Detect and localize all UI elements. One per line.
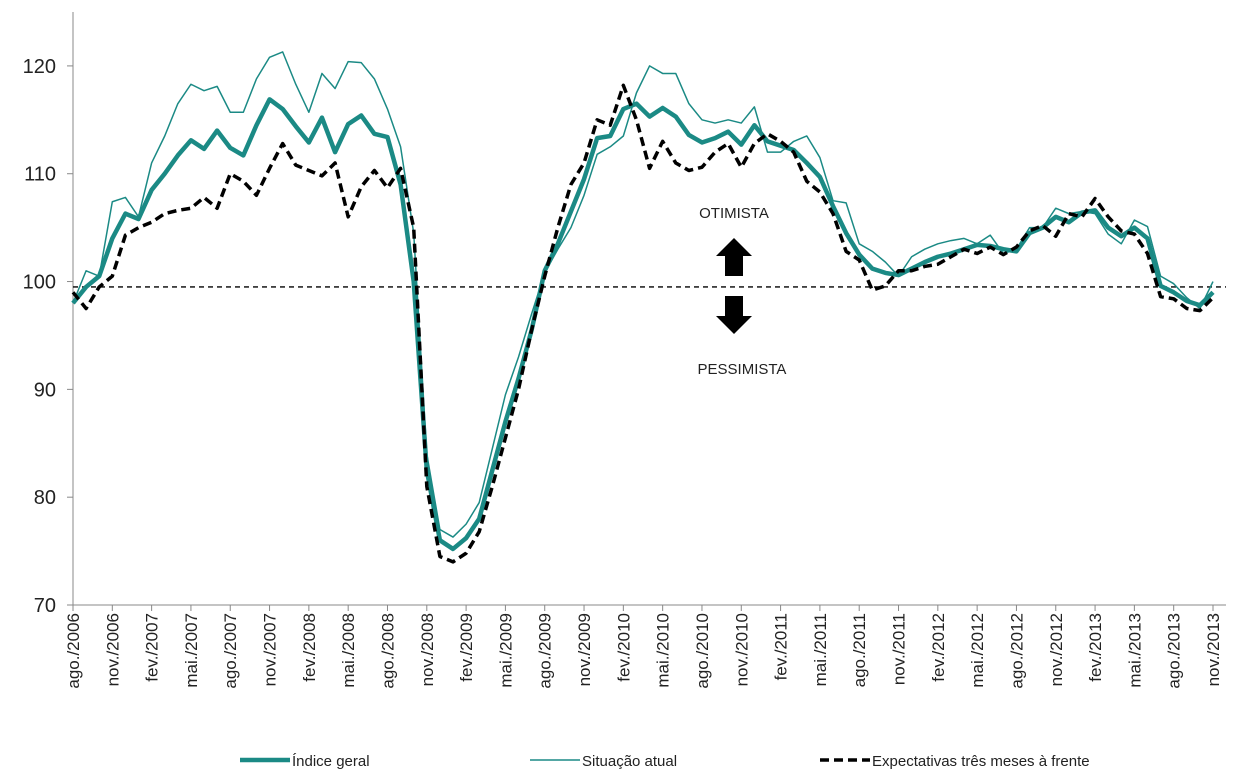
x-tick-label: mai./2009 (496, 613, 515, 688)
arrow-down (716, 296, 752, 334)
arrow-up (716, 238, 752, 276)
series-line (72, 51, 1214, 538)
x-tick-label: ago./2006 (64, 613, 83, 689)
y-tick-label: 110 (24, 164, 56, 186)
annotation: OTIMISTA (699, 205, 769, 222)
x-tick-label: fev./2007 (143, 613, 162, 682)
x-tick-label: nov./2013 (1204, 613, 1223, 686)
x-tick-label: fev./2013 (1086, 613, 1105, 682)
x-tick-label: nov./2012 (1047, 613, 1066, 686)
x-tick-label: mai./2013 (1125, 613, 1144, 688)
x-tick-label: fev./2009 (457, 613, 476, 682)
y-tick-label: 100 (23, 272, 56, 294)
x-tick-label: nov./2007 (261, 613, 280, 686)
x-tick-label: fev./2012 (929, 613, 948, 682)
y-tick-label: 70 (34, 595, 56, 617)
x-tick-label: ago./2012 (1007, 613, 1026, 689)
x-tick-label: ago./2013 (1165, 613, 1184, 689)
y-tick-label: 120 (23, 56, 56, 78)
x-tick-label: mai./2012 (968, 613, 987, 688)
x-tick-label: nov./2009 (575, 613, 594, 686)
legend-label: Expectativas três meses à frente (872, 753, 1090, 770)
x-tick-label: fev./2008 (300, 613, 319, 682)
x-tick-label: ago./2010 (693, 613, 712, 689)
x-tick-label: ago./2011 (850, 613, 869, 687)
x-tick-label: fev./2010 (614, 613, 633, 682)
x-tick-label: nov./2010 (732, 613, 751, 686)
legend-label: Índice geral (292, 753, 370, 770)
x-tick-label: nov./2011 (890, 613, 909, 685)
series-line (71, 97, 1215, 552)
x-tick-label: ago./2007 (221, 613, 240, 689)
legend-label: Situação atual (582, 753, 677, 770)
series-line (71, 83, 1215, 564)
x-tick-label: mai./2011 (811, 613, 830, 686)
x-tick-label: mai./2007 (182, 613, 201, 688)
x-tick-label: fev./2011 (772, 613, 791, 680)
x-tick-label: nov./2008 (418, 613, 437, 686)
x-tick-label: ago./2008 (378, 613, 397, 689)
x-tick-label: ago./2009 (536, 613, 555, 689)
x-tick-label: mai./2010 (654, 613, 673, 688)
x-tick-label: nov./2006 (103, 613, 122, 686)
y-tick-label: 90 (34, 379, 56, 401)
x-tick-label: mai./2008 (339, 613, 358, 688)
annotation: PESSIMISTA (698, 361, 787, 378)
y-tick-label: 80 (34, 487, 56, 509)
